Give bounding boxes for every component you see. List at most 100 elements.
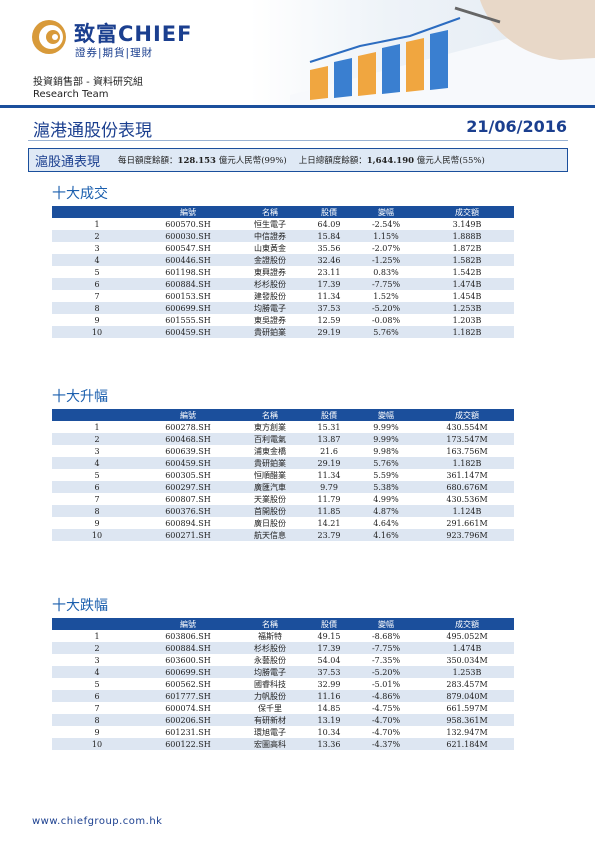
team-label: Research Team bbox=[33, 89, 109, 100]
rank-cell: 7 bbox=[94, 291, 100, 301]
chief-logo-icon bbox=[32, 20, 66, 54]
report-title: 滬港通股份表現 bbox=[33, 121, 152, 141]
table-row: 4 600699.SH 均勝電子 37.53 -5.20% 1.253B bbox=[52, 666, 514, 678]
column-header: 成交額 bbox=[420, 409, 514, 421]
table-row: 10 600122.SH 宏圖高科 13.36 -4.37% 621.184M bbox=[52, 738, 514, 750]
table-row: 8 600206.SH 有研新材 13.19 -4.70% 958.361M bbox=[52, 714, 514, 726]
table-row: 3 603600.SH 永藝股份 54.04 -7.35% 350.034M bbox=[52, 654, 514, 666]
price-cell: 64.09 bbox=[317, 219, 341, 229]
change-cell: 1.52% bbox=[373, 291, 399, 301]
amount-cell: 430.536M bbox=[446, 494, 488, 504]
column-header: 成交額 bbox=[420, 206, 514, 218]
change-cell: -4.75% bbox=[371, 703, 401, 713]
code-cell: 600030.SH bbox=[142, 230, 234, 242]
code-cell: 600807.SH bbox=[165, 494, 211, 504]
rank-cell: 1 bbox=[94, 631, 100, 641]
code-cell: 600884.SH bbox=[142, 278, 234, 290]
amount-cell: 3.149B bbox=[452, 219, 482, 229]
table-header-row: 編號 名稱 股價 變幅 成交額 bbox=[52, 618, 514, 630]
price-cell: 11.34 bbox=[317, 470, 341, 480]
code-cell: 600459.SH bbox=[142, 457, 234, 469]
change-cell: 5.38% bbox=[352, 481, 420, 493]
name-cell: 有研新材 bbox=[234, 714, 306, 726]
change-cell: -5.20% bbox=[352, 666, 420, 678]
amount-cell: 1.474B bbox=[420, 278, 514, 290]
rank-cell: 3 bbox=[94, 243, 100, 253]
table-row: 2 600884.SH 杉杉股份 17.39 -7.75% 1.474B bbox=[52, 642, 514, 654]
name-cell: 福斯特 bbox=[258, 631, 282, 641]
change-cell: 5.76% bbox=[352, 326, 420, 338]
amount-cell: 621.184M bbox=[420, 738, 514, 750]
table-row: 8 600699.SH 均勝電子 37.53 -5.20% 1.253B bbox=[52, 302, 514, 314]
rank-cell: 7 bbox=[94, 494, 100, 504]
table-top-gainers: 編號 名稱 股價 變幅 成交額 1 600278.SH 東方創業 15.31 9.99% 430.5… bbox=[52, 409, 514, 541]
change-cell: -8.68% bbox=[371, 631, 401, 641]
column-header: 編號 bbox=[142, 206, 234, 218]
rank-cell: 9 bbox=[94, 727, 100, 737]
change-cell: 9.98% bbox=[373, 446, 399, 456]
amount-cell: 1.888B bbox=[420, 230, 514, 242]
amount-cell: 1.203B bbox=[452, 315, 482, 325]
price-cell: 15.84 bbox=[306, 230, 352, 242]
rank-cell: 10 bbox=[52, 529, 142, 541]
rank-cell: 6 bbox=[52, 690, 142, 702]
code-cell: 600271.SH bbox=[142, 529, 234, 541]
table-row: 6 600884.SH 杉杉股份 17.39 -7.75% 1.474B bbox=[52, 278, 514, 290]
column-header bbox=[52, 206, 142, 218]
table-row: 1 603806.SH 福斯特 49.15 -8.68% 495.052M bbox=[52, 630, 514, 642]
amount-cell: 361.147M bbox=[446, 470, 488, 480]
price-cell: 21.6 bbox=[320, 446, 338, 456]
price-cell: 32.46 bbox=[306, 254, 352, 266]
rank-cell: 2 bbox=[52, 230, 142, 242]
section-title-top-turnover: 十大成交 bbox=[52, 186, 108, 202]
code-cell: 601231.SH bbox=[165, 727, 211, 737]
change-cell: 5.59% bbox=[373, 470, 399, 480]
change-cell: -5.01% bbox=[371, 679, 401, 689]
amount-cell: 879.040M bbox=[420, 690, 514, 702]
code-cell: 600562.SH bbox=[165, 679, 211, 689]
price-cell: 10.34 bbox=[317, 727, 341, 737]
price-cell: 29.19 bbox=[306, 457, 352, 469]
price-cell: 12.59 bbox=[317, 315, 341, 325]
price-cell: 23.11 bbox=[317, 267, 341, 277]
column-header: 名稱 bbox=[234, 409, 306, 421]
name-cell: 天業股份 bbox=[254, 494, 286, 504]
price-cell: 17.39 bbox=[306, 642, 352, 654]
rank-cell: 10 bbox=[52, 326, 142, 338]
rank-cell: 9 bbox=[94, 315, 100, 325]
header-graphic bbox=[250, 0, 595, 108]
amount-cell: 680.676M bbox=[420, 481, 514, 493]
change-cell: 0.83% bbox=[373, 267, 399, 277]
name-cell: 廣匯汽車 bbox=[234, 481, 306, 493]
rank-cell: 2 bbox=[52, 642, 142, 654]
price-cell: 11.85 bbox=[306, 505, 352, 517]
code-cell: 600446.SH bbox=[142, 254, 234, 266]
rank-cell: 3 bbox=[94, 655, 100, 665]
amount-cell: 1.474B bbox=[420, 642, 514, 654]
table-row: 6 600297.SH 廣匯汽車 9.79 5.38% 680.676M bbox=[52, 481, 514, 493]
change-cell: -4.37% bbox=[352, 738, 420, 750]
rank-cell: 6 bbox=[52, 481, 142, 493]
change-cell: 4.99% bbox=[373, 494, 399, 504]
quota-summary: 滬股通表現 每日額度餘額：128.153 億元人民幣(99%) 上日總額度餘額：… bbox=[28, 148, 568, 172]
name-cell: 杉杉股份 bbox=[234, 642, 306, 654]
footer-url: www.chiefgroup.com.hk bbox=[32, 816, 163, 827]
table-row: 3 600639.SH 浦東金橋 21.6 9.98% 163.756M bbox=[52, 445, 514, 457]
rank-cell: 3 bbox=[94, 446, 100, 456]
rank-cell: 5 bbox=[94, 470, 100, 480]
change-cell: -7.75% bbox=[352, 278, 420, 290]
code-cell: 600884.SH bbox=[142, 642, 234, 654]
code-cell: 600639.SH bbox=[165, 446, 211, 456]
table-row: 3 600547.SH 山東黃金 35.56 -2.07% 1.872B bbox=[52, 242, 514, 254]
code-cell: 600278.SH bbox=[165, 422, 211, 432]
table-row: 7 600074.SH 保千里 14.85 -4.75% 661.597M bbox=[52, 702, 514, 714]
amount-cell: 1.124B bbox=[420, 505, 514, 517]
department-label: 投資銷售部 - 資料研究組 bbox=[33, 77, 143, 88]
table-header-row: 編號 名稱 股價 變幅 成交額 bbox=[52, 409, 514, 421]
name-cell: 東興證券 bbox=[254, 267, 286, 277]
table-row: 5 600562.SH 國睿科技 32.99 -5.01% 283.457M bbox=[52, 678, 514, 690]
table-row: 6 601777.SH 力帆股份 11.16 -4.86% 879.040M bbox=[52, 690, 514, 702]
amount-cell: 430.554M bbox=[446, 422, 488, 432]
price-cell: 17.39 bbox=[306, 278, 352, 290]
rank-cell: 4 bbox=[52, 666, 142, 678]
